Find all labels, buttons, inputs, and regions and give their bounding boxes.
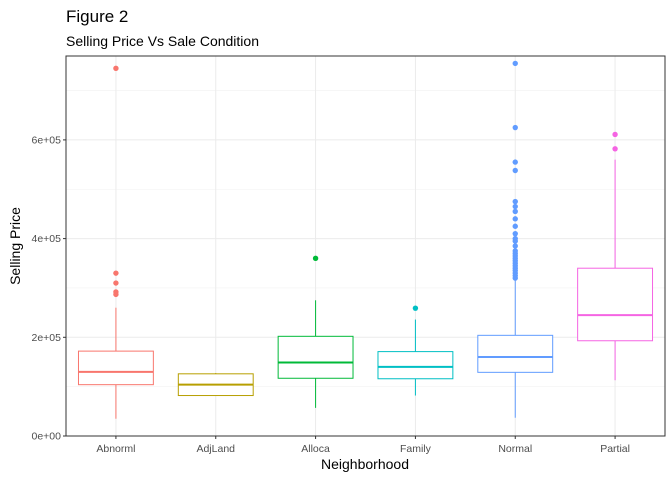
- outlier-point: [512, 198, 518, 205]
- box-body: [477, 334, 554, 373]
- box-body: [77, 350, 154, 386]
- chart-title: Figure 2: [66, 7, 128, 26]
- box-family: [377, 305, 454, 396]
- outlier-point: [113, 270, 119, 276]
- plot-panel: [65, 55, 666, 437]
- x-tick-label: Abnorml: [96, 443, 135, 455]
- x-axis-title: Neighborhood: [321, 456, 409, 472]
- y-axis-title: Selling Price: [7, 207, 23, 285]
- outlier-point: [512, 230, 518, 237]
- x-tick-label: Partial: [600, 443, 630, 455]
- x-tick-label: Alloca: [301, 443, 330, 455]
- outlier-point: [512, 167, 518, 174]
- grid-lines: [66, 56, 665, 437]
- outlier-point: [512, 203, 518, 210]
- outlier-point: [512, 223, 518, 229]
- box-normal: [477, 60, 554, 418]
- x-tick-label: Family: [400, 443, 432, 455]
- y-tick-label: 4e+05: [32, 233, 62, 245]
- y-tick-label: 6e+05: [32, 134, 62, 146]
- box-body: [277, 335, 354, 379]
- chart-subtitle: Selling Price Vs Sale Condition: [66, 33, 259, 49]
- box-abnorml: [77, 65, 154, 419]
- outlier-point: [113, 291, 119, 298]
- box-partial: [577, 131, 654, 381]
- outlier-point: [512, 275, 518, 281]
- box-body: [577, 267, 654, 342]
- x-tick-label: Normal: [498, 443, 532, 455]
- outlier-point: [512, 243, 518, 249]
- box-alloca: [277, 255, 354, 408]
- outlier-point: [512, 124, 518, 131]
- outlier-point: [612, 146, 618, 152]
- outlier-point: [512, 238, 518, 244]
- panel-border: [65, 55, 666, 437]
- outlier-point: [512, 216, 518, 222]
- outlier-point: [113, 65, 119, 72]
- outlier-point: [512, 208, 518, 215]
- outlier-point: [312, 255, 319, 262]
- box-series: [77, 60, 654, 419]
- outlier-point: [113, 280, 119, 286]
- outlier-point: [512, 159, 518, 165]
- outlier-point: [412, 305, 419, 311]
- outlier-point: [612, 131, 618, 138]
- y-axis: 0e+00 2e+05 4e+05 6e+05: [32, 134, 66, 443]
- x-axis: Abnorml AdjLand Alloca Family Normal Partial: [96, 436, 630, 455]
- y-tick-label: 2e+05: [32, 332, 62, 344]
- x-tick-label: AdjLand: [196, 443, 235, 455]
- box-adjland: [177, 373, 254, 397]
- outlier-point: [512, 60, 518, 67]
- y-tick-label: 0e+00: [32, 431, 62, 443]
- box-body: [377, 351, 454, 380]
